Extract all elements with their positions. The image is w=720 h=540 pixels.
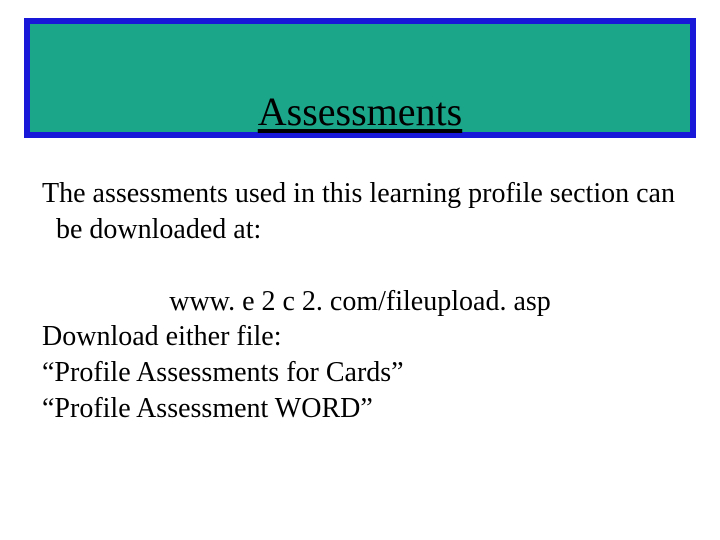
file-option-1: “Profile Assessments for Cards” xyxy=(42,355,678,391)
intro-paragraph: The assessments used in this learning pr… xyxy=(42,176,678,248)
file-option-2: “Profile Assessment WORD” xyxy=(42,391,678,427)
slide-title: Assessments xyxy=(0,88,720,135)
download-url: www. e 2 c 2. com/fileupload. asp xyxy=(42,284,678,320)
body-content: The assessments used in this learning pr… xyxy=(42,176,678,427)
download-instruction: Download either file: xyxy=(42,319,678,355)
